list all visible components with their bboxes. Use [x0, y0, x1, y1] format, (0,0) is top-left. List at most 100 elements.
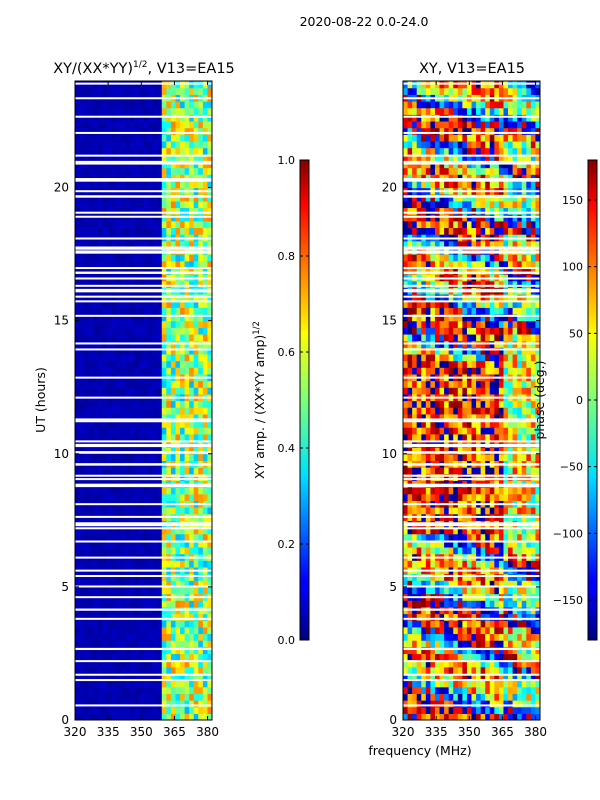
heatmap-cell — [462, 700, 468, 708]
heatmap-cell — [102, 227, 108, 235]
heatmap-cell — [512, 686, 518, 694]
heatmap-cell — [421, 713, 427, 720]
heatmap-cell — [425, 307, 431, 315]
heatmap-cell — [175, 620, 181, 628]
heatmap-cell — [403, 666, 409, 675]
heatmap-cell — [480, 653, 486, 661]
heatmap-cell — [157, 267, 163, 275]
heatmap-cell — [148, 280, 154, 288]
heatmap-cell — [157, 100, 163, 109]
heatmap-cell — [530, 580, 537, 588]
heatmap-cell — [421, 407, 427, 415]
heatmap-cell — [166, 407, 172, 415]
heatmap-cell — [512, 633, 518, 641]
heatmap-cell — [106, 87, 113, 95]
heatmap-cell — [120, 214, 126, 222]
heatmap-cell — [106, 307, 113, 315]
heatmap-cell — [421, 620, 427, 628]
heatmap-cell — [93, 367, 99, 375]
heatmap-cell — [88, 420, 94, 428]
heatmap-cell — [457, 526, 463, 535]
heatmap-cell — [102, 240, 108, 249]
heatmap-cell — [407, 380, 413, 388]
heatmap-cell — [93, 666, 99, 675]
heatmap-cell — [453, 600, 459, 608]
heatmap-cell — [88, 200, 94, 209]
heatmap-cell — [193, 633, 199, 641]
heatmap-cell — [88, 107, 94, 115]
heatmap-cell — [508, 700, 514, 708]
heatmap-cell — [202, 327, 209, 335]
heatmap-cell — [184, 633, 190, 641]
heatmap-cell — [421, 307, 427, 315]
heatmap-cell — [161, 333, 167, 342]
heatmap-cell — [494, 467, 500, 475]
heatmap-cell — [466, 673, 473, 681]
heatmap-cell — [189, 493, 195, 501]
heatmap-cell — [125, 254, 131, 262]
heatmap-cell — [134, 81, 140, 89]
heatmap-cell — [84, 646, 90, 655]
heatmap-cell — [93, 347, 99, 355]
heatmap-cell — [193, 533, 199, 541]
heatmap-cell — [106, 320, 113, 328]
heatmap-cell — [480, 573, 486, 581]
heatmap-cell — [434, 713, 441, 720]
heatmap-cell — [116, 653, 122, 661]
heatmap-cell — [530, 433, 537, 442]
heatmap-cell — [494, 526, 500, 535]
heatmap-cell — [97, 447, 103, 455]
heatmap-cell — [93, 620, 99, 628]
heatmap-cell — [134, 420, 140, 428]
heatmap-cell — [498, 540, 505, 548]
heatmap-cell — [97, 307, 103, 315]
heatmap-cell — [116, 167, 122, 175]
heatmap-cell — [93, 626, 99, 635]
heatmap-cell — [421, 640, 427, 648]
heatmap-cell — [403, 653, 409, 661]
heatmap-cell — [166, 713, 172, 720]
heatmap-cell — [175, 114, 181, 122]
heatmap-cell — [517, 700, 523, 708]
heatmap-cell — [79, 347, 85, 355]
heatmap-cell — [97, 586, 103, 595]
heatmap-cell — [425, 427, 431, 435]
flagged-row — [75, 704, 212, 707]
heatmap-cell — [111, 260, 117, 268]
heatmap-cell — [79, 320, 85, 328]
heatmap-cell — [476, 580, 482, 588]
heatmap-cell — [120, 640, 126, 648]
heatmap-cell — [512, 586, 518, 595]
heatmap-cell — [166, 220, 172, 229]
heatmap-cell — [129, 586, 135, 595]
heatmap-cell — [84, 580, 90, 588]
heatmap-cell — [526, 307, 532, 315]
heatmap-cell — [129, 127, 135, 135]
heatmap-cell — [157, 81, 163, 89]
flagged-row — [75, 97, 212, 100]
heatmap-cell — [120, 666, 126, 675]
heatmap-cell — [457, 700, 463, 708]
heatmap-cell — [503, 653, 509, 661]
heatmap-cell — [189, 107, 195, 115]
heatmap-cell — [116, 600, 122, 608]
heatmap-cell — [161, 154, 167, 162]
heatmap-cell — [102, 487, 108, 495]
heatmap-cell — [466, 400, 473, 408]
heatmap-cell — [111, 633, 117, 641]
heatmap-cell — [521, 347, 527, 355]
heatmap-cell — [448, 360, 454, 368]
heatmap-cell — [416, 600, 422, 608]
heatmap-cell — [198, 626, 204, 635]
heatmap-cell — [430, 333, 436, 342]
heatmap-cell — [84, 333, 90, 342]
heatmap-cell — [88, 140, 94, 149]
heatmap-cell — [106, 586, 113, 595]
heatmap-cell — [407, 633, 413, 641]
heatmap-cell — [535, 300, 540, 308]
heatmap-cell — [152, 673, 158, 681]
heatmap-cell — [116, 327, 122, 335]
heatmap-cell — [403, 360, 409, 368]
heatmap-cell — [412, 407, 418, 415]
heatmap-cell — [157, 427, 163, 435]
